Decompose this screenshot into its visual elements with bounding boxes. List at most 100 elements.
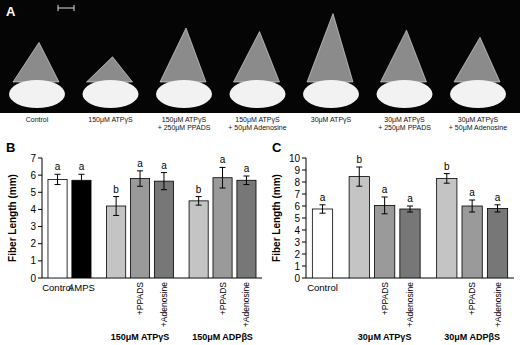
error-bar	[137, 171, 143, 186]
category-label: +Adenosine	[241, 282, 251, 327]
y-tick-label: 10	[289, 153, 301, 164]
error-bar	[243, 176, 249, 185]
photo-caption: Control	[26, 116, 49, 123]
bulb-tissue	[377, 80, 433, 108]
error-bar	[161, 173, 167, 190]
significance-label: a	[407, 193, 413, 204]
group-label: 30μM ATPγS	[358, 332, 412, 342]
bars	[48, 167, 256, 278]
y-tick	[38, 243, 42, 244]
error-bar	[382, 197, 388, 214]
bar	[487, 208, 507, 278]
bulb-tissue	[83, 80, 139, 108]
y-tick	[302, 278, 306, 279]
error-cap	[444, 173, 450, 174]
significance-label: a	[495, 192, 501, 203]
error-cap	[78, 174, 84, 175]
error-cap	[319, 213, 325, 214]
error-cap	[382, 213, 388, 214]
error-cap	[137, 186, 143, 187]
photo-caption: + 250μM PPADS	[158, 124, 211, 132]
error-stem	[198, 197, 199, 206]
y-tick-label: 6	[294, 201, 300, 212]
specimen	[450, 37, 506, 108]
y-tick	[38, 226, 42, 227]
y-axis-title: Fiber Length (mm)	[271, 174, 282, 262]
y-tick	[302, 254, 306, 255]
figure: AControl150μM ATPγS150μM ATPγS+ 250μM PP…	[0, 0, 520, 345]
error-cap	[78, 186, 84, 187]
category-label: +Adenosine	[405, 282, 415, 327]
panel-label: A	[6, 4, 16, 19]
error-bar	[113, 197, 119, 216]
error-stem	[222, 167, 223, 188]
significance-label: a	[55, 161, 61, 172]
y-tick	[302, 158, 306, 159]
error-cap	[161, 189, 167, 190]
y-tick	[302, 242, 306, 243]
y-tick-label: 2	[294, 249, 300, 260]
error-stem	[140, 171, 141, 186]
y-tick-label: 9	[294, 165, 300, 176]
error-stem	[246, 176, 247, 185]
y-tick-label: 3	[294, 237, 300, 248]
chart: CFiber Length (mm)012345678910abaabaaCon…	[271, 140, 514, 342]
photo-caption: 30μM ATPγS	[458, 116, 499, 124]
significance-label: a	[161, 160, 167, 171]
error-cap	[356, 186, 362, 187]
y-tick	[302, 266, 306, 267]
photo-caption: 150μM ATPγS	[235, 116, 280, 124]
y-tick-label: 5	[30, 187, 36, 198]
significance-label: b	[113, 184, 119, 195]
scale-bar-end	[58, 5, 59, 11]
y-tick-label: 7	[294, 189, 300, 200]
error-cap	[220, 167, 226, 168]
category-label: +Adenosine	[493, 282, 503, 327]
significance-label: a	[244, 163, 250, 174]
y-tick-label: 8	[294, 177, 300, 188]
bar	[349, 177, 369, 278]
fiber-tissue	[160, 28, 206, 82]
error-stem	[446, 174, 447, 184]
scale-bar	[58, 8, 74, 9]
y-tick-label: 0	[30, 273, 36, 284]
error-bar	[444, 174, 450, 184]
y-tick	[302, 170, 306, 171]
error-cap	[243, 184, 249, 185]
error-cap	[113, 196, 119, 197]
fiber-tissue	[454, 37, 500, 82]
fiber-tissue	[381, 30, 427, 82]
error-cap	[469, 212, 475, 213]
error-stem	[384, 197, 385, 214]
category-label: +Adenosine	[159, 282, 169, 327]
photo-caption: + 50μM Adenosine	[228, 124, 286, 132]
error-cap	[444, 183, 450, 184]
y-tick	[302, 230, 306, 231]
y-tick-label: 1	[294, 261, 300, 272]
y-tick-label: 1	[30, 255, 36, 266]
specimen	[230, 32, 286, 108]
specimen	[377, 30, 433, 108]
y-tick-label: 4	[30, 204, 36, 215]
bar	[130, 179, 149, 278]
photo-caption: 30μM ATPγS	[384, 116, 425, 124]
panel-label: B	[6, 140, 15, 155]
bulb-tissue	[450, 80, 506, 108]
error-cap	[407, 206, 413, 207]
fiber-tissue	[307, 14, 353, 82]
error-cap	[196, 196, 202, 197]
error-bar	[495, 205, 501, 212]
specimen	[156, 28, 212, 108]
bulb-tissue	[156, 80, 212, 108]
bar	[400, 209, 420, 278]
y-tick-label: 7	[30, 153, 36, 164]
error-cap	[55, 174, 61, 175]
y-tick	[38, 260, 42, 261]
bar	[213, 178, 232, 278]
error-stem	[116, 197, 117, 216]
bar	[437, 178, 457, 278]
error-bar	[78, 174, 84, 186]
significance-label: a	[137, 158, 143, 169]
category-label: Control	[307, 282, 338, 293]
group-label: 30μM ADPβS	[444, 332, 500, 342]
